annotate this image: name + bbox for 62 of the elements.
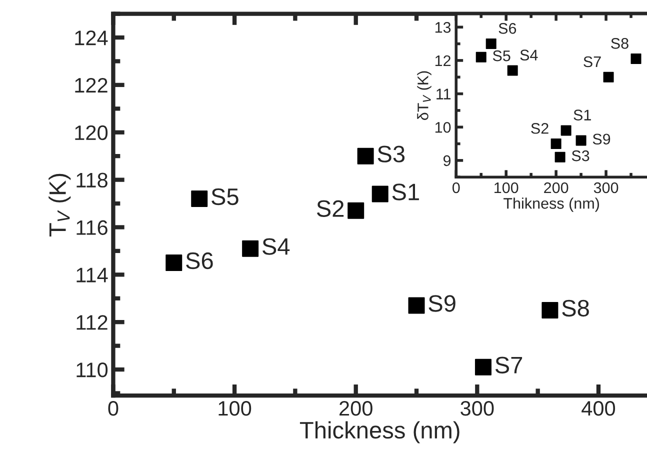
y-tick-label: 110 [76, 362, 108, 378]
data-label: S5 [492, 50, 510, 62]
data-label: S4 [520, 50, 538, 60]
point [348, 202, 364, 219]
x-axis-title: Thikness (nm) [504, 198, 600, 212]
data-label: S6 [498, 23, 516, 34]
y-tick-label: 9 [443, 155, 451, 166]
data-label: S2 [316, 200, 344, 217]
x-tick-label: 400 [582, 401, 616, 416]
data-label: S3 [572, 150, 590, 162]
data-label: S2 [531, 122, 548, 134]
point [542, 302, 558, 318]
point [357, 148, 374, 164]
point [372, 186, 388, 202]
data-label: S7 [495, 356, 522, 374]
y-tick-label: 120 [75, 125, 108, 140]
point [191, 190, 208, 208]
data-label: S1 [392, 184, 419, 200]
y-tick-label: 10 [435, 122, 451, 133]
point [630, 54, 642, 64]
y-tick-label: 124 [75, 30, 108, 46]
point [560, 125, 572, 136]
x-tick-label: 200 [340, 401, 372, 416]
data-label: S1 [574, 110, 591, 120]
data-label: S9 [592, 134, 610, 145]
data-label: S5 [212, 188, 238, 206]
data-label: S6 [186, 252, 213, 270]
x-tick-label: 300 [460, 401, 494, 416]
x-tick-label: 0 [108, 401, 118, 416]
data-label: S4 [262, 238, 290, 255]
point [576, 135, 586, 146]
point [476, 52, 486, 62]
data-label: S9 [428, 295, 456, 312]
x-tick-label: 300 [594, 182, 618, 194]
point [474, 358, 492, 376]
x-tick-label: 0 [452, 182, 460, 194]
x-axis-title: Thickness (nm) [300, 421, 460, 444]
y-tick-label: 112 [76, 315, 108, 330]
point [550, 138, 562, 150]
y-tick-label: 122 [75, 78, 108, 92]
point [166, 254, 182, 272]
y-tick-label: 13 [435, 22, 451, 33]
y-tick-label: 11 [436, 88, 451, 100]
data-label: S8 [562, 300, 589, 317]
y-tick-label: 114 [76, 268, 108, 282]
y-tick-label: 116 [76, 220, 108, 235]
x-tick-label: 100 [218, 401, 252, 416]
point [603, 72, 614, 82]
y-tick-label: 12 [435, 55, 451, 66]
data-label: S7 [584, 56, 601, 68]
data-label: S3 [378, 146, 405, 162]
point [507, 65, 518, 76]
y-tick-label: 118 [76, 172, 108, 188]
y-axis-title: δT$_{V}$ (K) [417, 71, 432, 120]
y-axis-title: T$_{V}$ (K) [48, 174, 71, 237]
x-tick-label: 200 [544, 182, 568, 194]
point [408, 297, 425, 314]
data-label: S8 [611, 38, 628, 49]
point [242, 240, 259, 257]
point [554, 152, 566, 162]
x-tick-label: 100 [494, 182, 518, 194]
point [486, 38, 496, 50]
